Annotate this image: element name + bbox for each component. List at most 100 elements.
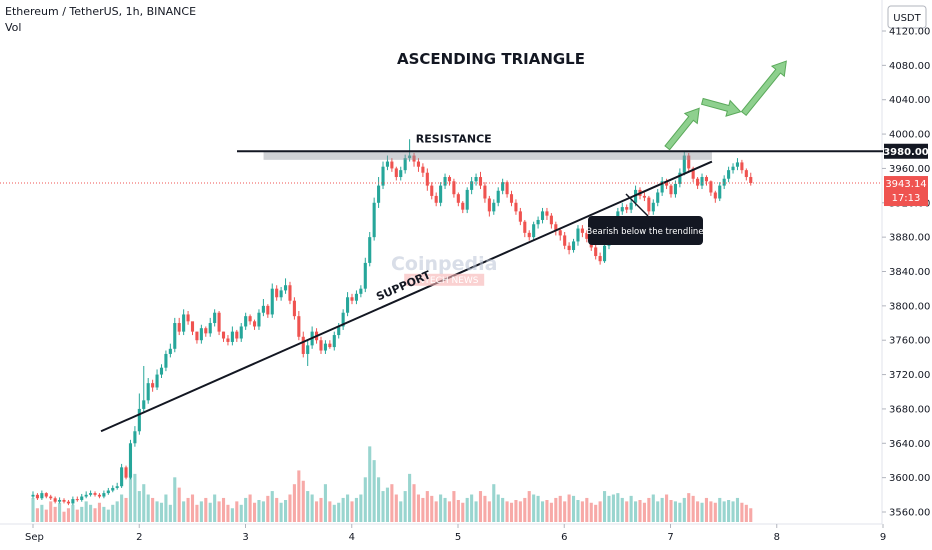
projection-arrow — [664, 107, 700, 151]
volume-bar — [656, 501, 660, 522]
candle-body — [523, 221, 527, 233]
candle-body — [430, 185, 434, 196]
volume-bar — [638, 500, 642, 522]
y-tick-label: 3880.00 — [889, 233, 930, 244]
candle-body — [102, 493, 106, 497]
volume-bar — [80, 506, 84, 522]
volume-bar — [244, 497, 248, 522]
candle-body — [261, 305, 265, 313]
volume-bar — [430, 495, 434, 522]
volume-bar — [385, 487, 390, 522]
candle-body — [195, 331, 199, 341]
volume-bar — [465, 497, 469, 522]
price-axis[interactable]: 3560.00 3600.00 3640.00 3680.00 3720.00 3760.… — [882, 27, 930, 519]
volume-bar — [266, 495, 270, 522]
x-tick-label: 6 — [561, 532, 567, 543]
candle-body — [735, 162, 740, 167]
candle-body — [53, 498, 57, 502]
resistance-price-badge-text: 3980.00 — [883, 147, 929, 158]
candle-body — [576, 228, 580, 242]
candle-body — [133, 431, 137, 444]
resistance-label: RESISTANCE — [416, 132, 492, 145]
projection-arrow — [700, 97, 742, 117]
resistance-zone — [263, 151, 712, 160]
volume-bar — [58, 502, 62, 522]
candle-body — [106, 490, 110, 494]
volume-bar — [554, 497, 558, 522]
candle-body — [501, 182, 505, 191]
y-tick-label: 3640.00 — [889, 439, 930, 450]
volume-bar — [571, 495, 576, 522]
candle-body — [279, 290, 283, 298]
volume-bar — [496, 494, 500, 522]
volume-bar — [297, 470, 301, 522]
volume-bar — [137, 491, 141, 522]
volume-bar — [133, 473, 137, 522]
volume-bar — [563, 501, 567, 522]
symbol-header[interactable]: Ethereum / TetherUS, 1h, BINANCE — [5, 5, 197, 18]
volume-bar — [735, 497, 740, 522]
volume-bar — [346, 494, 350, 522]
candle-body — [297, 316, 301, 337]
candle-body — [346, 297, 350, 313]
x-tick-label: Sep — [25, 532, 44, 543]
candle-body — [532, 224, 536, 238]
volume-bar — [53, 506, 57, 522]
candle-body — [235, 331, 239, 339]
candle-body — [749, 177, 753, 184]
volume-bar — [434, 501, 438, 522]
candle-body — [540, 211, 545, 220]
volume-bar — [328, 501, 332, 522]
volume-bar — [731, 501, 735, 522]
candle-body — [580, 228, 584, 233]
volume-bar — [359, 494, 363, 522]
volume-bar — [190, 494, 195, 522]
candle-body — [651, 202, 655, 212]
volume-bar — [470, 494, 474, 522]
time-axis[interactable]: Sep 2 3 4 5 6 7 8 9 — [25, 524, 886, 543]
volume-bar — [474, 501, 478, 522]
volume-bar — [111, 504, 115, 522]
chart-title: ASCENDING TRIANGLE — [397, 50, 585, 68]
volume-bar — [523, 497, 527, 522]
volume-bar — [97, 502, 102, 522]
candle-body — [332, 335, 336, 348]
candle-body — [257, 312, 261, 327]
volume-bar — [84, 501, 88, 522]
volume-indicator-label[interactable]: Vol — [5, 21, 22, 34]
volume-bar — [408, 473, 412, 522]
candle-body — [221, 331, 226, 339]
volume-bar — [31, 497, 35, 522]
volume-bar — [642, 502, 646, 522]
volume-bar — [155, 501, 159, 522]
volume-bar — [142, 484, 146, 522]
currency-badge-box[interactable] — [887, 5, 927, 29]
volume-bar — [62, 511, 66, 522]
candle-body — [704, 177, 709, 182]
volume-bar — [283, 500, 288, 522]
candle-body — [571, 241, 576, 251]
candle-body — [642, 195, 646, 198]
candle-body — [740, 162, 744, 171]
volume-bar — [306, 491, 310, 522]
candle-body — [660, 181, 664, 193]
trend-lines — [0, 150, 883, 433]
candle-body — [425, 172, 429, 186]
candle-body — [306, 345, 310, 354]
candle-body — [266, 305, 270, 315]
volume-bar — [332, 504, 336, 522]
volume-bar — [505, 501, 509, 522]
candle-body — [443, 177, 447, 186]
candle-body — [319, 340, 323, 351]
volume-bar — [594, 504, 598, 522]
volume-bar — [221, 497, 226, 522]
candle-body — [115, 486, 119, 488]
candle-body — [301, 336, 305, 354]
volume-bar — [501, 497, 505, 522]
candle-body — [213, 312, 217, 324]
candle-body — [412, 155, 416, 162]
callout-text: Bearish below the trendline — [586, 227, 703, 237]
y-tick-label: 3960.00 — [889, 164, 930, 175]
candle-body — [696, 178, 700, 186]
